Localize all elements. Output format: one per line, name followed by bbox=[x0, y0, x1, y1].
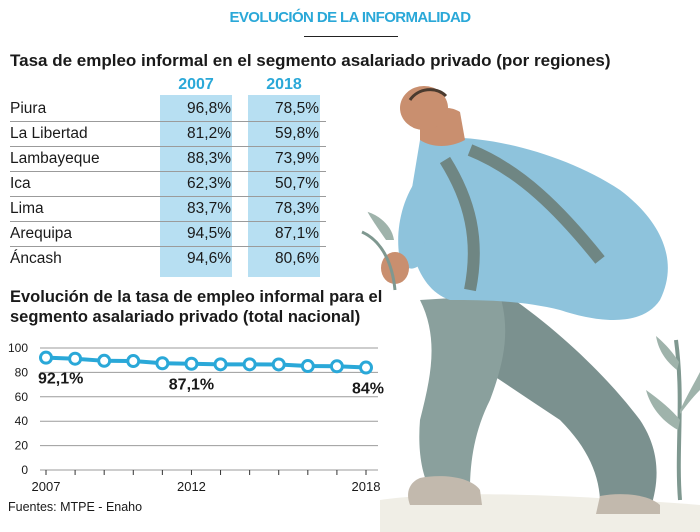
value-2007: 62,3% bbox=[187, 175, 231, 192]
row-divider bbox=[10, 221, 326, 222]
row-divider bbox=[10, 146, 326, 147]
region-name: Lambayeque bbox=[10, 150, 100, 167]
y-tick-label: 100 bbox=[8, 341, 28, 355]
data-point bbox=[213, 357, 228, 372]
y-tick-label: 40 bbox=[15, 414, 29, 428]
series-line bbox=[45, 355, 367, 370]
source-note: Fuentes: MTPE - Enaho bbox=[8, 500, 143, 514]
region-name: Lima bbox=[10, 200, 44, 217]
data-point bbox=[184, 356, 199, 371]
chart-gridlines bbox=[40, 347, 378, 471]
data-point bbox=[68, 351, 83, 366]
value-2018: 59,8% bbox=[275, 125, 319, 142]
chart-annotations: 92,1% 87,1% 84% bbox=[38, 371, 384, 398]
value-2007: 96,8% bbox=[187, 100, 231, 117]
value-2018: 87,1% bbox=[275, 225, 319, 242]
region-name: Arequipa bbox=[10, 225, 73, 242]
table-row: Piura 96,8% 78,5% bbox=[10, 97, 326, 122]
x-tick-label: 2012 bbox=[177, 479, 206, 494]
table-row: Arequipa 94,5% 87,1% bbox=[10, 222, 326, 247]
region-name: Piura bbox=[10, 100, 47, 117]
data-point bbox=[39, 350, 53, 365]
data-label: 87,1% bbox=[169, 377, 214, 394]
infographic-header: EVOLUCIÓN DE LA INFORMALIDAD bbox=[229, 9, 472, 26]
chart-y-ticks: 0 20 40 60 80 100 bbox=[8, 341, 28, 477]
data-point bbox=[359, 360, 373, 375]
region-name: La Libertad bbox=[10, 125, 88, 142]
data-point bbox=[126, 354, 141, 369]
header-divider bbox=[304, 36, 398, 37]
value-2007: 83,7% bbox=[187, 200, 231, 217]
data-point bbox=[155, 356, 170, 371]
data-label: 92,1% bbox=[38, 371, 83, 388]
data-point bbox=[329, 359, 344, 374]
table-title: Tasa de empleo informal en el segmento a… bbox=[10, 51, 611, 70]
value-2007: 94,6% bbox=[187, 250, 231, 267]
row-divider bbox=[10, 246, 326, 247]
y-tick-label: 60 bbox=[15, 390, 29, 404]
table-row: La Libertad 81,2% 59,8% bbox=[10, 122, 326, 147]
table-row: Lambayeque 88,3% 73,9% bbox=[10, 147, 326, 172]
y-tick-label: 0 bbox=[21, 463, 28, 477]
x-tick-label: 2018 bbox=[352, 479, 381, 494]
data-point bbox=[97, 353, 112, 368]
x-tick-label: 2007 bbox=[32, 479, 61, 494]
y-tick-label: 80 bbox=[15, 365, 29, 379]
value-2018: 73,9% bbox=[275, 150, 319, 167]
table-row: Áncash 94,6% 80,6% bbox=[10, 247, 326, 272]
value-2007: 94,5% bbox=[187, 225, 231, 242]
row-divider bbox=[10, 196, 326, 197]
data-point bbox=[300, 359, 315, 374]
series-points bbox=[39, 350, 373, 375]
data-label: 84% bbox=[352, 381, 384, 398]
value-2007: 81,2% bbox=[187, 125, 231, 142]
column-header-2007: 2007 bbox=[178, 76, 214, 93]
data-point bbox=[271, 357, 286, 372]
value-2018: 80,6% bbox=[275, 250, 319, 267]
table-row: Lima 83,7% 78,3% bbox=[10, 197, 326, 222]
value-2018: 78,5% bbox=[275, 100, 319, 117]
data-point bbox=[242, 357, 257, 372]
table-row: Ica 62,3% 50,7% bbox=[10, 172, 326, 197]
row-divider bbox=[10, 171, 326, 172]
value-2018: 78,3% bbox=[275, 200, 319, 217]
y-tick-label: 20 bbox=[15, 439, 29, 453]
chart-x-ticks: 2007 2012 2018 bbox=[32, 470, 381, 494]
value-2007: 88,3% bbox=[187, 150, 231, 167]
value-2018: 50,7% bbox=[275, 175, 319, 192]
region-name: Ica bbox=[10, 175, 31, 192]
line-chart-title: Evolución de la tasa de empleo informal … bbox=[10, 288, 383, 326]
region-name: Áncash bbox=[10, 250, 62, 267]
column-header-2018: 2018 bbox=[266, 76, 302, 93]
row-divider bbox=[10, 121, 326, 122]
